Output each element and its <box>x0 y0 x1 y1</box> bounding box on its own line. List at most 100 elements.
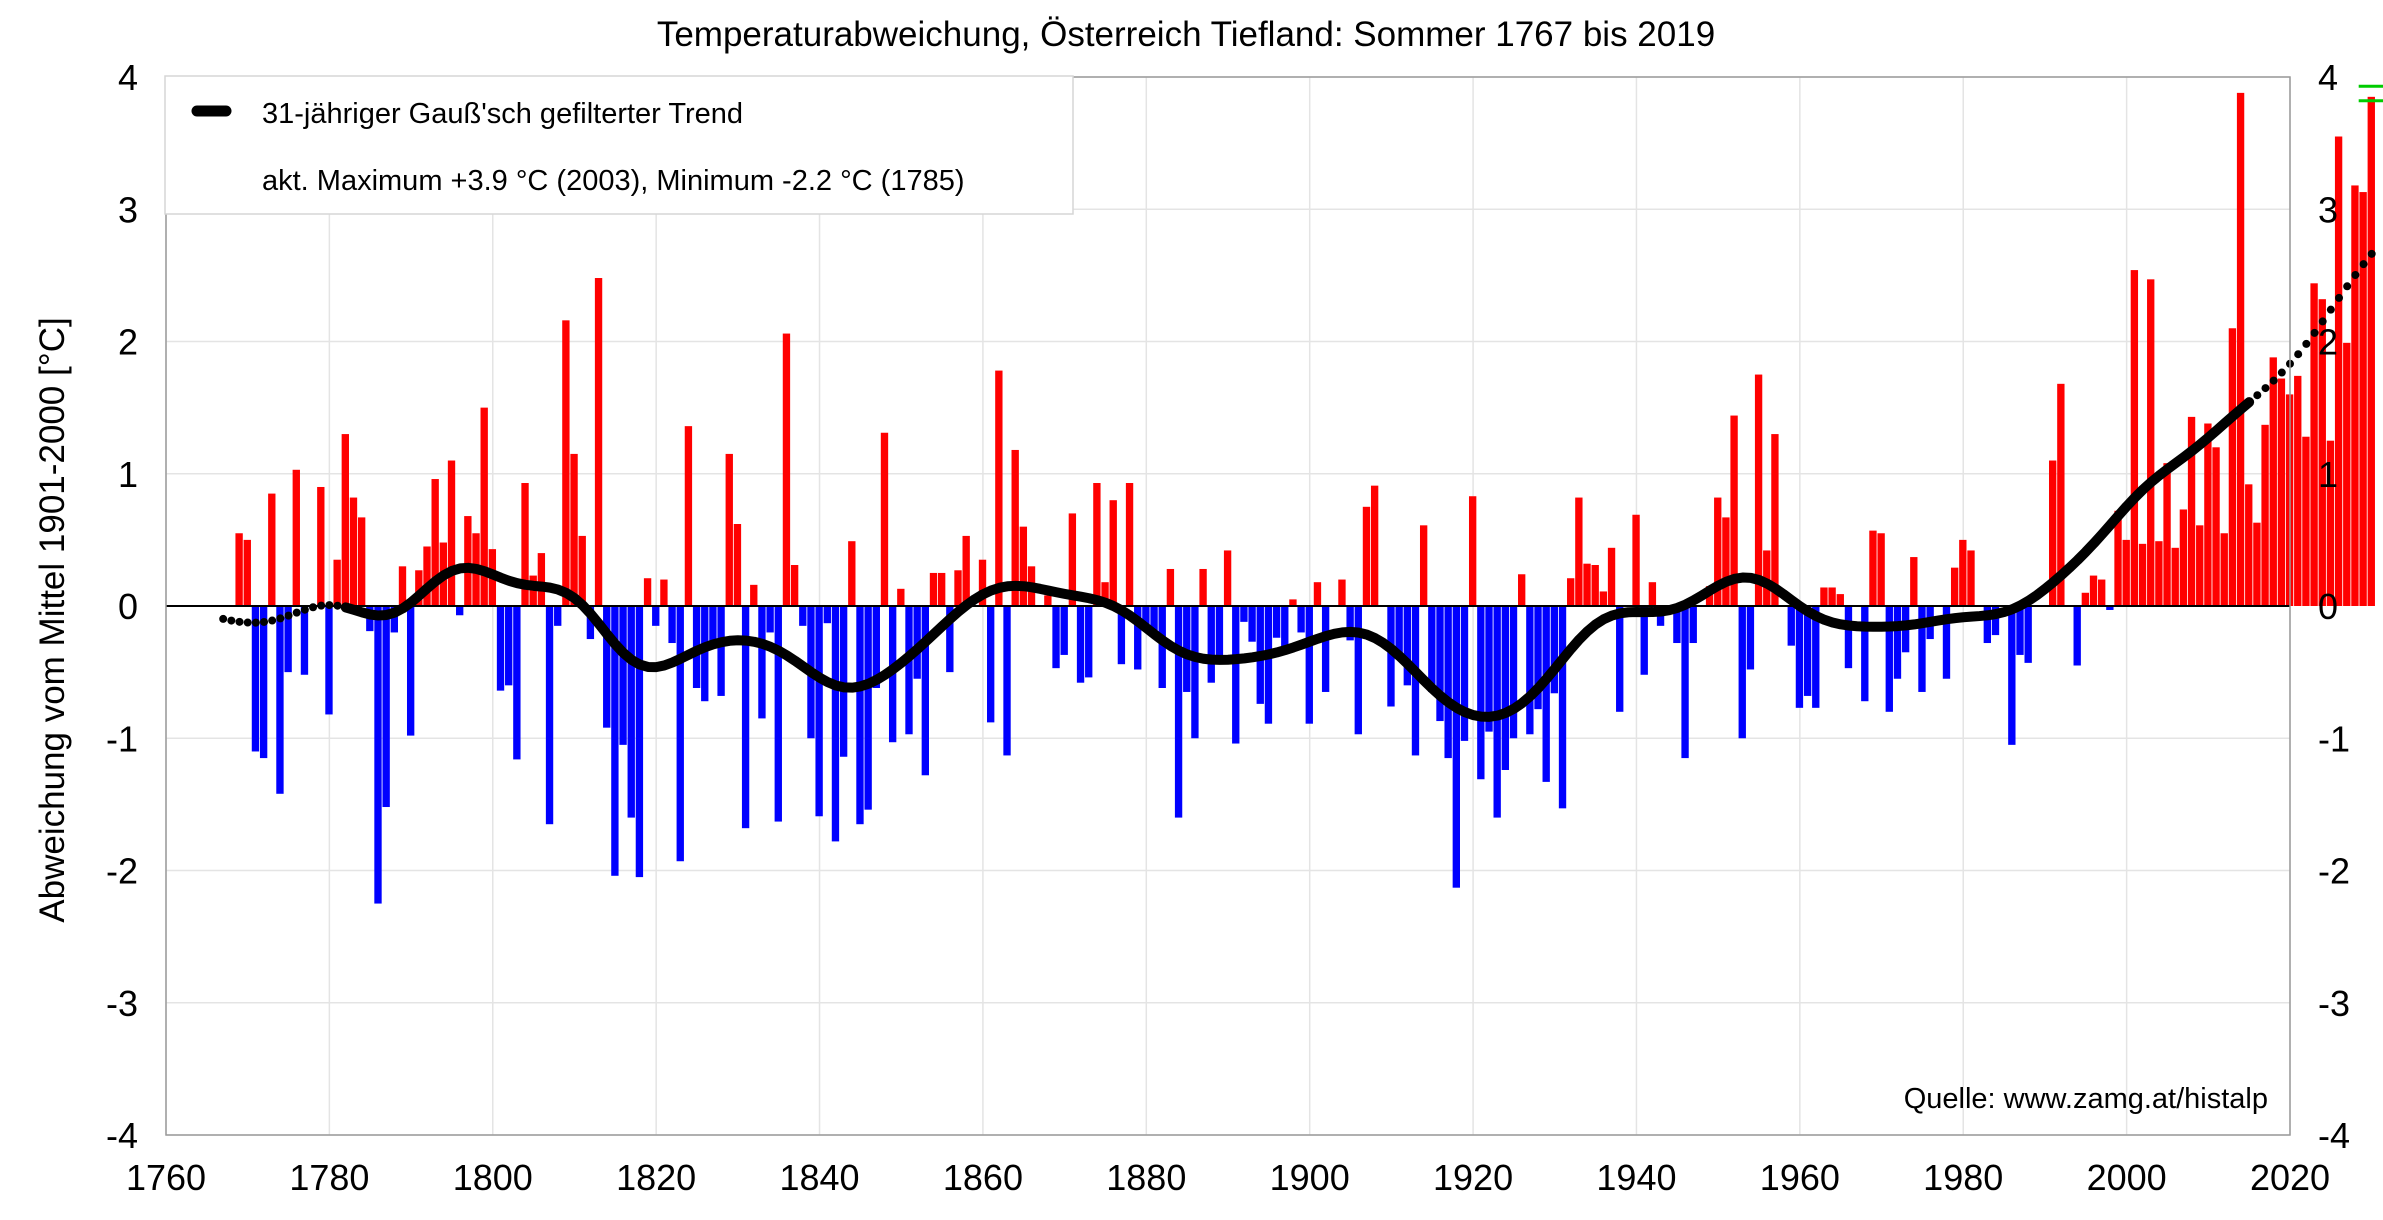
bar-positive <box>1093 483 1101 606</box>
x-tick-label: 1820 <box>616 1157 696 1198</box>
bar-positive <box>1338 579 1346 606</box>
bar-negative <box>300 606 309 675</box>
bar-negative <box>709 606 717 645</box>
bar-positive <box>995 370 1003 606</box>
bar-negative <box>1174 606 1183 818</box>
trend-edge-dot <box>2253 391 2262 400</box>
bar-negative <box>1640 606 1648 675</box>
bar-negative <box>799 606 807 626</box>
bar-negative <box>1509 606 1518 739</box>
bar-positive <box>2081 592 2090 606</box>
bar-negative <box>276 606 284 794</box>
bar-negative <box>635 606 644 878</box>
bar-positive <box>2367 96 2375 606</box>
bar-positive <box>1419 525 1428 606</box>
bar-positive <box>880 432 889 606</box>
bar-negative <box>1616 606 1624 712</box>
trend-edge-dot <box>2318 317 2327 326</box>
trend-edge-dot <box>235 617 244 626</box>
bar-negative <box>1403 606 1411 686</box>
bar-negative <box>1942 606 1951 679</box>
bar-negative <box>1844 606 1853 669</box>
bar-positive <box>2147 279 2155 606</box>
bar-negative <box>382 606 390 808</box>
bar-negative <box>1795 606 1804 708</box>
bar-negative <box>1117 606 1126 665</box>
trend-edge-dot <box>300 605 309 614</box>
bar-positive <box>2155 541 2163 606</box>
plot-frame <box>165 76 2291 1136</box>
bar-negative <box>1485 606 1493 732</box>
bar-positive <box>431 479 439 606</box>
bar-positive <box>929 572 938 606</box>
bar-positive <box>292 469 300 606</box>
bar-positive <box>1632 514 1640 606</box>
bar-positive <box>423 546 431 606</box>
bar-positive <box>2318 299 2326 606</box>
bar-positive <box>1910 557 1918 606</box>
bar-positive <box>2212 447 2220 606</box>
trend-edge-dot <box>260 617 269 626</box>
x-tick-label: 1860 <box>943 1157 1023 1198</box>
bar-negative <box>766 606 774 633</box>
bar-positive <box>1599 591 1608 606</box>
bar-negative <box>545 606 554 825</box>
trend-edge-dot <box>243 618 252 627</box>
bar-negative <box>1534 606 1542 710</box>
y-tick-label-right: 1 <box>2318 454 2338 495</box>
bar-positive <box>1101 582 1109 606</box>
bar-negative <box>1305 606 1313 724</box>
bar-positive <box>2187 416 2196 606</box>
chart-title: Temperaturabweichung, Österreich Tieflan… <box>657 15 1715 54</box>
trend-edge-dot <box>292 608 301 617</box>
bar-positive <box>349 497 358 606</box>
bar-negative <box>586 606 595 640</box>
trend-edge-dot <box>309 603 318 612</box>
x-tick-label: 1800 <box>453 1157 533 1198</box>
bar-negative <box>831 606 840 842</box>
bar-positive <box>2179 509 2188 606</box>
bar-positive <box>2196 525 2204 606</box>
x-tick-label: 1780 <box>289 1157 369 1198</box>
trend-edge-dot <box>2261 384 2270 393</box>
bar-negative <box>284 606 292 673</box>
y-tick-label-left: 1 <box>118 454 138 495</box>
trend-edge-dot <box>219 614 228 623</box>
bar-positive <box>1370 485 1379 606</box>
bar-positive <box>333 559 341 606</box>
bar-negative <box>946 606 954 673</box>
bar-negative <box>1142 606 1150 626</box>
bar-positive <box>447 460 456 606</box>
bar-positive <box>725 453 733 606</box>
bar-positive <box>570 453 578 606</box>
bar-negative <box>1085 606 1093 678</box>
bar-positive <box>268 493 276 606</box>
bar-negative <box>2106 606 2114 610</box>
bar-negative <box>1452 606 1460 888</box>
bar-positive <box>2171 547 2179 606</box>
bar-negative <box>390 606 398 633</box>
bar-negative <box>2024 606 2032 663</box>
bars <box>235 92 2375 904</box>
trend-edge-dot <box>2326 305 2335 314</box>
bar-positive <box>1011 449 1019 606</box>
bar-positive <box>2236 92 2245 607</box>
bar-positive <box>2204 423 2212 606</box>
bar-positive <box>2245 484 2253 606</box>
bar-positive <box>1771 434 1779 606</box>
bar-positive <box>2098 579 2106 606</box>
bar-positive <box>1754 374 1763 606</box>
y-tick-label-right: 0 <box>2318 586 2338 627</box>
bar-negative <box>1060 606 1068 655</box>
bar-negative <box>1240 606 1248 622</box>
bar-positive <box>1722 517 1730 606</box>
y-tick-label-left: -2 <box>106 851 138 892</box>
x-tick-label: 1900 <box>1270 1157 1350 1198</box>
x-tick-label: 2000 <box>2087 1157 2167 1198</box>
x-tick-label: 1920 <box>1433 1157 1513 1198</box>
bar-negative <box>864 606 872 810</box>
bar-positive <box>660 579 668 606</box>
bar-negative <box>554 606 562 626</box>
bar-negative <box>1444 606 1452 759</box>
